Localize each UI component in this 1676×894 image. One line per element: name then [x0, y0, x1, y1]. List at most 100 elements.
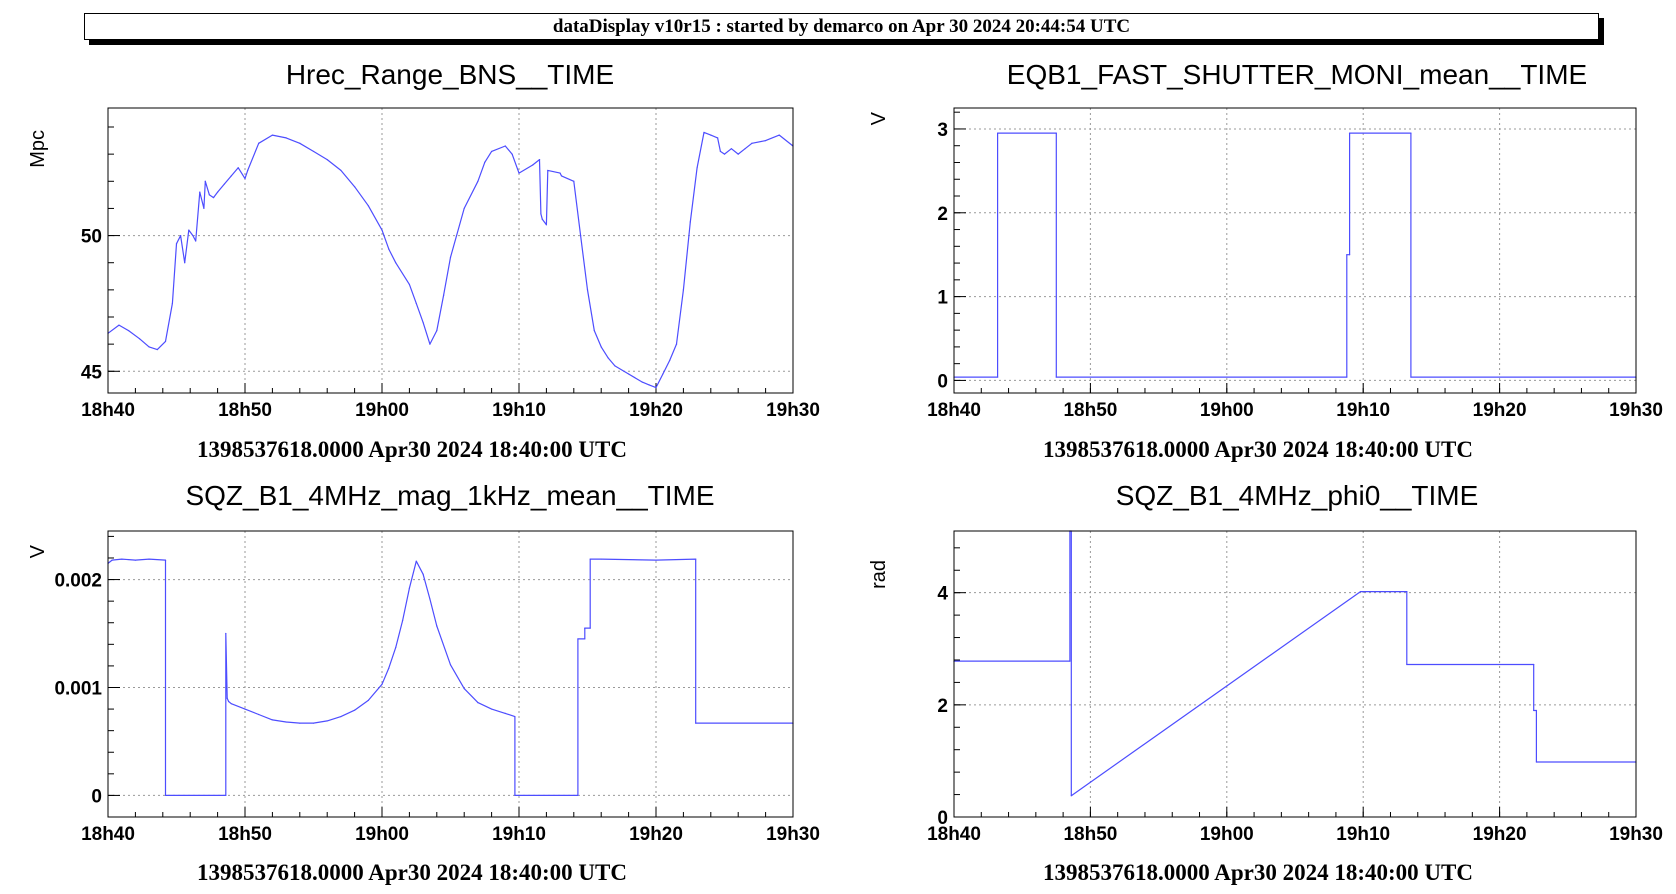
data-point	[628, 373, 630, 375]
data-point	[381, 683, 383, 685]
data-point	[340, 169, 342, 172]
data-point	[436, 329, 438, 332]
data-point	[997, 132, 999, 134]
data-point	[212, 196, 215, 199]
data-point	[258, 713, 260, 716]
data-point	[247, 169, 249, 172]
data-point	[463, 207, 465, 210]
data-point	[695, 558, 697, 560]
x-tick-label: 18h50	[1063, 824, 1117, 845]
data-point	[600, 558, 602, 560]
data-point	[415, 560, 417, 562]
data-point	[285, 721, 287, 723]
data-point	[138, 338, 141, 340]
data-point	[1055, 132, 1057, 134]
data-point	[696, 167, 698, 169]
chart-title: EQB1_FAST_SHUTTER_MONI_mean__TIME	[1007, 59, 1587, 90]
data-point	[765, 139, 767, 142]
data-point	[695, 722, 697, 724]
y-tick-label: 0.001	[54, 678, 102, 699]
plot-frame	[107, 107, 794, 394]
data-point	[997, 376, 999, 378]
data-point	[171, 302, 173, 305]
y-tick-label: 4	[937, 584, 948, 605]
data-point	[1346, 376, 1348, 378]
x-tick-label: 19h10	[1336, 824, 1390, 845]
data-point	[429, 598, 431, 600]
data-point	[778, 134, 780, 136]
data-point	[573, 180, 575, 182]
data-point	[271, 134, 273, 136]
data-point	[669, 359, 671, 362]
data-point	[395, 646, 397, 649]
data-point	[127, 329, 130, 332]
y-tick-label: 50	[81, 227, 102, 248]
data-point	[199, 191, 201, 193]
data-point	[367, 699, 369, 702]
data-point	[164, 559, 167, 561]
x-tick-label: 19h30	[1609, 400, 1663, 421]
data-point	[443, 294, 445, 296]
data-point	[1055, 376, 1057, 378]
data-point	[184, 262, 186, 264]
data-point	[682, 289, 685, 291]
data-point	[156, 348, 158, 351]
data-point	[662, 373, 664, 375]
y-tick-label: 2	[937, 696, 948, 717]
data-point	[354, 709, 356, 711]
x-tick-label: 19h20	[1473, 824, 1527, 845]
x-tick-label: 19h00	[355, 824, 409, 845]
data-point	[744, 148, 746, 150]
data-point	[312, 722, 315, 724]
data-point	[208, 194, 210, 196]
data-point	[559, 172, 561, 174]
data-point	[491, 708, 493, 710]
data-point	[326, 720, 328, 722]
data-point	[655, 559, 657, 561]
data-point	[717, 137, 719, 139]
data-point	[237, 167, 239, 169]
data-point	[180, 234, 182, 237]
data-point	[422, 573, 424, 575]
data-point	[1406, 663, 1408, 666]
data-point	[491, 150, 493, 153]
chart-title: Hrec_Range_BNS__TIME	[286, 59, 614, 90]
chart-panel-3: SQZ_B1_4MHz_mag_1kHz_mean__TIME V 18h40 18h…	[27, 480, 820, 885]
x-axis-caption: 1398537618.0000 Apr30 2024 18:40:00 UTC	[197, 860, 627, 885]
data-point	[607, 357, 609, 359]
data-point	[504, 712, 506, 714]
data-point	[340, 716, 342, 718]
display-banner: dataDisplay v10r15 : started by demarco …	[84, 13, 1599, 40]
series-line	[107, 558, 793, 797]
plot-frame	[953, 107, 1637, 394]
data-point	[381, 229, 383, 231]
data-point	[217, 191, 219, 193]
data-point	[560, 175, 563, 177]
data-point	[164, 340, 167, 343]
x-tick-label: 18h50	[218, 824, 272, 845]
data-point	[600, 346, 602, 348]
data-point	[504, 145, 506, 147]
data-point	[538, 158, 541, 161]
data-point	[354, 186, 356, 188]
x-tick-label: 19h30	[766, 824, 820, 845]
data-point	[463, 687, 465, 690]
data-point	[436, 625, 438, 627]
data-point	[737, 153, 739, 155]
data-point	[244, 177, 246, 180]
data-point	[730, 148, 732, 150]
data-point	[710, 134, 712, 136]
x-tick-label: 19h20	[629, 400, 683, 421]
y-tick-label: 45	[81, 362, 103, 383]
data-point	[751, 142, 753, 144]
x-tick-label: 19h10	[492, 400, 546, 421]
x-tick-label: 19h30	[1609, 824, 1663, 845]
data-point	[1359, 590, 1362, 593]
x-axis-caption: 1398537618.0000 Apr30 2024 18:40:00 UTC	[1043, 860, 1473, 885]
data-point	[134, 559, 136, 561]
x-tick-label: 18h40	[81, 824, 135, 845]
data-point	[477, 180, 479, 182]
data-point	[1410, 132, 1412, 134]
